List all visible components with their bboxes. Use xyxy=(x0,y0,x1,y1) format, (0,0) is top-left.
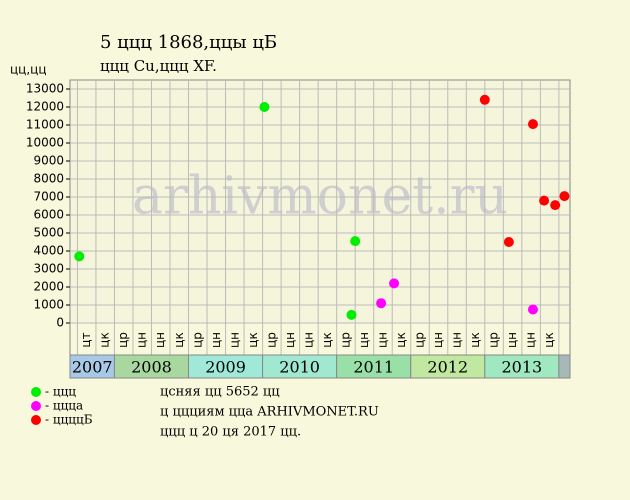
legend-marker xyxy=(31,401,41,411)
y-tick-label: 8000 xyxy=(33,172,64,186)
note: ццц ц 20 ця 2017 цц. xyxy=(160,425,301,440)
year-label: 2013 xyxy=(501,358,542,377)
column-label: цн xyxy=(357,332,371,348)
column-label: цк xyxy=(468,332,482,347)
y-tick-label: 12000 xyxy=(26,100,64,114)
data-point xyxy=(550,200,561,211)
column-label: цк xyxy=(320,332,334,347)
column-label: цн xyxy=(153,332,167,348)
data-point xyxy=(346,309,357,320)
column-label: цн xyxy=(524,332,538,348)
data-point xyxy=(503,237,514,247)
y-tick-label: 0 xyxy=(56,316,64,330)
data-point xyxy=(389,278,400,289)
column-label: цк xyxy=(172,332,186,347)
legend-marker xyxy=(31,415,41,425)
y-tick-label: 10000 xyxy=(26,136,64,150)
data-point xyxy=(350,236,361,247)
data-point xyxy=(74,251,85,262)
y-tick-label: 4000 xyxy=(33,244,64,258)
y-tick-label: 11000 xyxy=(26,118,64,132)
legend-label: - ццца xyxy=(45,399,83,413)
year-label: 2011 xyxy=(353,358,394,377)
column-label: цн xyxy=(283,332,297,348)
column-label: цр xyxy=(338,332,352,348)
column-label: цн xyxy=(450,332,464,348)
plot-area xyxy=(69,79,571,324)
chart-subtitle: ццц Cu,ццц XF. xyxy=(100,57,217,75)
year-label: 2007 xyxy=(72,358,113,377)
column-label: цр xyxy=(413,332,427,348)
note: ц ццциям цца ARHIVMONET.RU xyxy=(160,405,379,420)
column-label: цр xyxy=(487,332,501,348)
y-tick-label: 6000 xyxy=(33,208,64,222)
legend-marker xyxy=(31,387,41,397)
year-cell xyxy=(558,354,571,379)
data-point xyxy=(539,195,550,206)
year-label: 2009 xyxy=(205,358,246,377)
column-label: цр xyxy=(264,332,278,348)
y-axis-label: цц,цц xyxy=(10,63,47,77)
column-label: цн xyxy=(505,332,519,348)
year-label: 2008 xyxy=(131,358,172,377)
column-label: цр xyxy=(190,332,204,348)
column-label: цн xyxy=(227,332,241,348)
column-label: цк xyxy=(98,332,112,347)
column-label: цк xyxy=(246,332,260,347)
y-tick-label: 3000 xyxy=(33,262,64,276)
year-label: 2010 xyxy=(279,358,320,377)
column-label: цн xyxy=(431,332,445,348)
legend-label: - ццццБ xyxy=(45,413,93,427)
y-tick-label: 5000 xyxy=(33,226,64,240)
chart-title: 5 ццц 1868,ццы цБ xyxy=(100,32,277,53)
y-tick-label: 13000 xyxy=(26,82,64,96)
column-label: цк xyxy=(542,332,556,347)
column-label: цн xyxy=(375,332,389,348)
data-point xyxy=(527,119,538,130)
column-label: цр xyxy=(116,332,130,348)
data-point xyxy=(559,191,570,202)
column-label: цн xyxy=(135,332,149,348)
data-point xyxy=(376,298,387,309)
column-label: цк xyxy=(394,332,408,347)
column-label: цн xyxy=(301,332,315,348)
data-point xyxy=(527,304,538,315)
column-label: цн xyxy=(209,332,223,348)
y-tick-label: 2000 xyxy=(33,280,64,294)
column-label: цт xyxy=(79,332,93,347)
y-tick-label: 9000 xyxy=(33,154,64,168)
note: цсняя цц 5652 цц xyxy=(160,385,280,400)
data-point xyxy=(479,94,490,105)
data-point xyxy=(259,102,270,112)
year-label: 2012 xyxy=(427,358,468,377)
y-tick-label: 7000 xyxy=(33,190,64,204)
y-tick-label: 1000 xyxy=(33,298,64,312)
legend-label: - ццц xyxy=(45,385,76,399)
